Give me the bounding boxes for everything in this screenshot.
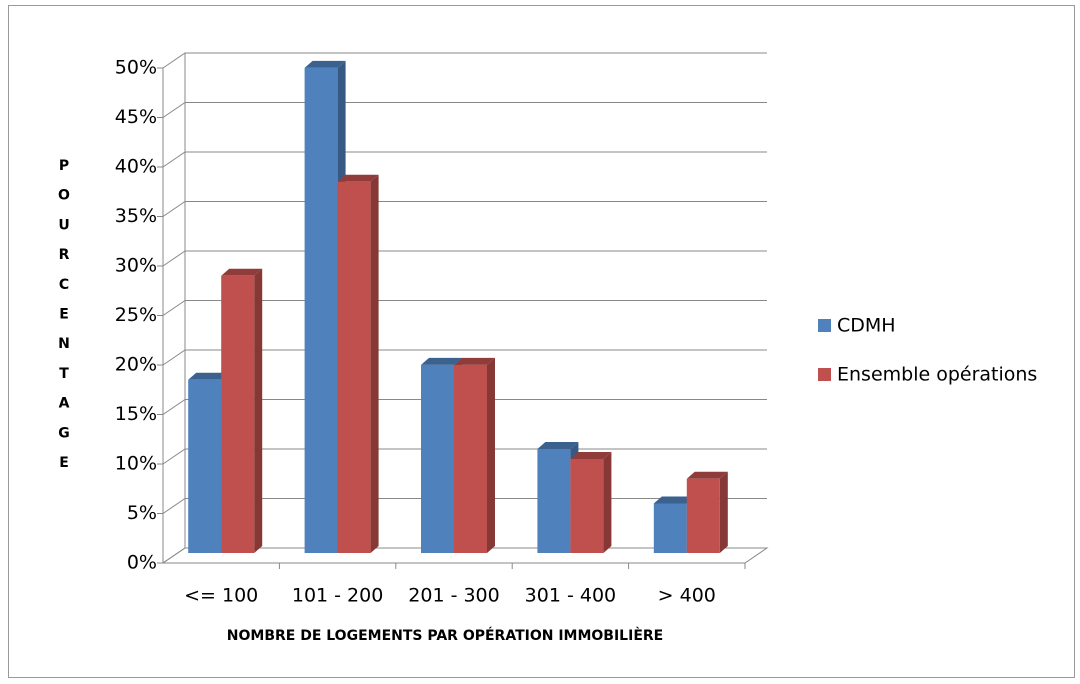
y-tick-label: 10% — [115, 453, 157, 475]
bar-front — [188, 379, 222, 553]
bar-front — [537, 449, 571, 553]
y-tick-label: 5% — [127, 502, 157, 524]
y-tick-label: 25% — [115, 304, 157, 326]
bar-side — [487, 357, 495, 553]
y-tick-label: 50% — [115, 57, 157, 79]
legend-swatch — [818, 319, 831, 332]
bar-front — [337, 181, 371, 553]
bar-side — [254, 268, 263, 553]
bar-top — [337, 174, 379, 182]
x-tick-label: 201 - 300 — [408, 585, 499, 607]
bar — [337, 174, 379, 553]
bar-side — [719, 471, 728, 553]
bar — [454, 357, 495, 553]
x-axis-title: NOMBRE DE LOGEMENTS PAR OPÉRATION IMMOBI… — [227, 627, 663, 644]
bar-front — [653, 503, 687, 553]
bar-front — [304, 67, 338, 554]
bar-top — [570, 451, 612, 459]
bar — [570, 451, 612, 553]
x-tick-label: <= 100 — [184, 585, 258, 607]
bar-top — [421, 357, 462, 365]
legend-swatch — [818, 368, 831, 381]
bar — [221, 268, 263, 553]
y-tick-label: 20% — [115, 354, 157, 376]
bar-side — [370, 174, 379, 553]
bar-front — [686, 478, 720, 553]
y-axis-title: POURCENTAGE — [56, 158, 72, 485]
bar-top — [304, 60, 346, 68]
y-tick-label: 0% — [127, 552, 157, 574]
x-tick-label: 301 - 400 — [525, 585, 616, 607]
legend-label: CDMH — [837, 315, 896, 337]
y-tick-label: 40% — [115, 156, 157, 178]
bar-top — [537, 442, 579, 450]
bar-top — [454, 357, 495, 365]
y-tick-label: 30% — [115, 255, 157, 277]
bar-front — [570, 458, 604, 553]
y-tick-label: 45% — [115, 106, 157, 128]
bar-top — [653, 496, 695, 504]
legend-label: Ensemble opérations — [837, 364, 1037, 386]
x-tick-label: 101 - 200 — [292, 585, 383, 607]
bar-side — [603, 451, 612, 553]
bar-front — [421, 364, 454, 553]
y-tick-label: 35% — [115, 205, 157, 227]
x-tick-label: > 400 — [658, 585, 716, 607]
bar — [686, 471, 728, 553]
bar-top — [686, 471, 728, 479]
bar-top — [188, 372, 230, 380]
bar-top — [221, 268, 263, 276]
bar-front — [454, 364, 487, 553]
chart-frame — [8, 5, 1075, 678]
y-tick-label: 15% — [115, 403, 157, 425]
bar-front — [221, 275, 255, 553]
